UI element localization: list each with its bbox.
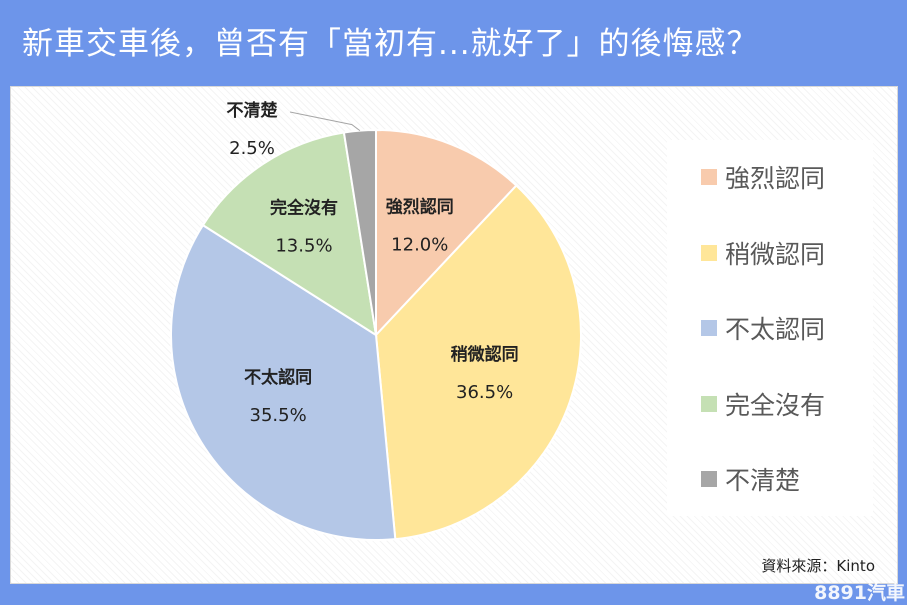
pie-slice-unsure <box>342 128 377 336</box>
data-label-value-slight-agree: 36.5% <box>456 382 513 403</box>
legend-label: 完全沒有 <box>725 390 826 420</box>
legend-swatch <box>701 169 717 185</box>
chart-title: 新車交車後，曾否有「當初有...就好了」的後悔感？ <box>22 26 759 62</box>
legend-item-not-at-all: 完全沒有 <box>701 389 826 420</box>
data-label-category-slight-agree: 稍微認同 <box>451 344 519 365</box>
pie-slice-slight-disagree <box>170 223 397 541</box>
legend-swatch <box>701 395 717 412</box>
pie-slice-not-at-all <box>201 131 378 338</box>
data-label-value-unsure: 2.5% <box>229 138 275 159</box>
pie-slice-strong-agree <box>375 128 518 338</box>
watermark-logo: 8891汽車 <box>814 582 905 604</box>
legend-label: 不太認同 <box>725 315 826 344</box>
legend-label: 不清楚 <box>725 466 801 495</box>
pie-slice-slight-agree <box>374 184 582 541</box>
legend-item-slight-agree: 稍微認同 <box>701 238 826 269</box>
data-label-category-not-at-all: 完全沒有 <box>270 197 338 218</box>
legend-swatch <box>701 320 717 336</box>
data-label-category-slight-disagree: 不太認同 <box>244 367 312 388</box>
data-label-value-slight-disagree: 35.5% <box>250 405 307 426</box>
legend-swatch <box>701 471 717 487</box>
data-label-category-unsure: 不清楚 <box>227 100 279 121</box>
legend-item-slight-disagree: 不太認同 <box>701 313 826 344</box>
data-label-category-strong-agree: 強烈認同 <box>386 196 454 217</box>
legend-item-strong-agree: 強烈認同 <box>701 162 826 193</box>
source-note: 資料來源：Kinto <box>761 557 875 575</box>
data-label-value-not-at-all: 13.5% <box>275 235 332 256</box>
data-label-value-strong-agree: 12.0% <box>391 234 448 255</box>
legend-item-unsure: 不清楚 <box>701 464 801 495</box>
leader-line-unsure <box>289 111 361 132</box>
legend-swatch <box>701 244 717 261</box>
legend-label: 強烈認同 <box>725 164 826 193</box>
legend-label: 稍微認同 <box>725 239 826 269</box>
chart-legend: 強烈認同稍微認同不太認同完全沒有不清楚 <box>667 140 873 516</box>
